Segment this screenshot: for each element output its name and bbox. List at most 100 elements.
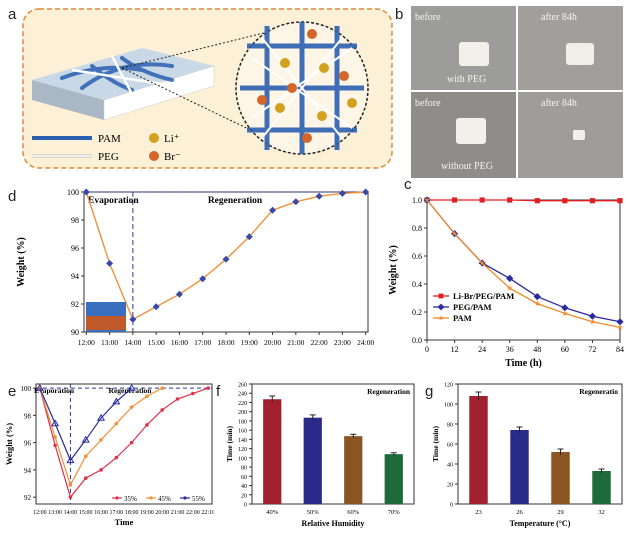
x-tick-label: 70% — [388, 509, 401, 516]
y-axis-label: Weight (%) — [16, 237, 27, 287]
y-tick-label: 180 — [238, 419, 247, 425]
legend-marker — [115, 496, 119, 500]
data-point — [175, 397, 180, 401]
x-tick-label: 50% — [307, 509, 320, 516]
phase-label: Evaporation — [88, 196, 139, 206]
bar — [469, 396, 488, 504]
x-tick-label: 60% — [347, 509, 360, 516]
hydrogel-slab-front — [103, 65, 215, 121]
plot-frame — [251, 383, 415, 505]
x-tick-label: 18:00 — [217, 338, 234, 347]
legend-pam-label: PAM — [98, 133, 121, 145]
x-tick-label: 20:00 — [264, 338, 281, 347]
y-tick-label: 100 — [444, 403, 453, 409]
data-point — [451, 197, 458, 203]
data-point — [617, 324, 623, 330]
y-tick-label: 1.0 — [412, 196, 422, 205]
li-ion — [280, 58, 290, 68]
data-point — [588, 312, 597, 320]
plot-frame — [35, 383, 213, 505]
data-point — [96, 413, 106, 421]
y-tick-label: 220 — [238, 401, 247, 407]
y-tick-label: 60 — [241, 475, 247, 481]
data-point — [562, 198, 568, 204]
legend-marker — [149, 496, 153, 500]
data-point — [424, 196, 430, 203]
li-ion — [317, 111, 327, 121]
y-tick-label: 80 — [447, 423, 453, 429]
legend-marker — [183, 496, 187, 500]
bar — [344, 436, 363, 504]
y-tick-label: 0.8 — [412, 224, 422, 233]
x-tick-label: 17:00 — [194, 338, 211, 347]
data-point — [533, 293, 541, 301]
x-tick-label: 12:00 — [78, 338, 95, 347]
chart-g: 0 20 40 60 80 100 120 23 26 29 32 Regeneratio Temper… — [431, 383, 623, 528]
y-tick-label: 98 — [24, 412, 32, 420]
y-tick-label: 20 — [447, 483, 453, 489]
legend-marker — [438, 293, 444, 299]
y-tick-label: 80 — [241, 466, 247, 472]
chart-e: 92 94 96 98 100 12:00 13:00 14:00 15:00 16:00 17:0… — [4, 383, 214, 527]
x-tick-label: 19:00 — [241, 338, 258, 347]
y-tick-label: 92 — [24, 494, 32, 502]
data-point — [191, 391, 195, 396]
y-axis-label: Time (min) — [225, 426, 234, 462]
bar — [551, 452, 570, 504]
x-tick-label: 12:00 — [33, 510, 47, 516]
data-point — [99, 468, 103, 472]
x-tick-label: 12 — [451, 345, 459, 354]
x-tick-label: 24 — [478, 345, 486, 354]
hydrogel-sample-before-without-peg — [456, 118, 486, 144]
y-tick-label: 100 — [21, 385, 32, 393]
data-point — [534, 198, 540, 204]
legend-marker — [437, 303, 445, 311]
data-point — [83, 454, 88, 459]
panel-label-f: f — [216, 383, 221, 400]
data-point — [35, 383, 44, 391]
data-point — [534, 300, 541, 307]
li-ion — [319, 63, 329, 73]
chart-title: Regeneration — [367, 387, 411, 396]
x-axis-label: Relative Humidity — [302, 519, 365, 528]
data-point — [451, 230, 458, 237]
y-tick-label: 94 — [71, 272, 79, 281]
x-tick-label: 84 — [616, 345, 624, 354]
data-point — [53, 435, 57, 439]
photo-label-before: before — [415, 12, 441, 23]
data-point — [199, 275, 207, 283]
panel-label-c: c — [404, 176, 412, 193]
photo-panel: before after 84h with PEG before after 8… — [411, 6, 623, 178]
data-point — [82, 188, 90, 196]
x-tick-label: 23 — [475, 509, 482, 516]
y-tick-label: 240 — [238, 392, 247, 398]
y-tick-label: 96 — [24, 440, 32, 448]
data-point — [362, 188, 370, 196]
legend-peg-label: PEG — [98, 151, 119, 163]
data-point — [506, 274, 514, 282]
y-tick-label: 40 — [241, 484, 247, 490]
x-tick-label: 36 — [506, 345, 514, 354]
x-tick-label: 18:00 — [125, 510, 139, 516]
legend-br-label: Br⁻ — [164, 151, 181, 163]
bar — [384, 454, 403, 504]
y-tick-label: 0 — [244, 503, 247, 509]
data-point — [106, 259, 114, 267]
y-tick-label: 0 — [450, 503, 453, 509]
data-point — [589, 318, 596, 325]
phase-label: Regeneration — [208, 196, 263, 206]
data-point — [81, 435, 90, 443]
x-axis-label: Time (h) — [505, 358, 542, 369]
legend-marker — [438, 315, 444, 321]
y-tick-label: 0.4 — [412, 280, 422, 289]
schematic-panel: PAM PEG Li⁺ Br⁻ — [22, 8, 393, 169]
x-tick-label: 22:10 — [201, 510, 214, 516]
legend-label: 45% — [158, 495, 171, 503]
data-point — [53, 443, 57, 448]
data-point — [338, 189, 346, 197]
photo-label-after: after 84h — [541, 12, 577, 23]
x-tick-label: 22:00 — [186, 510, 200, 516]
data-point — [617, 198, 623, 204]
legend-li-label: Li⁺ — [164, 133, 180, 145]
legend-label: PEG/PAM — [453, 302, 492, 312]
